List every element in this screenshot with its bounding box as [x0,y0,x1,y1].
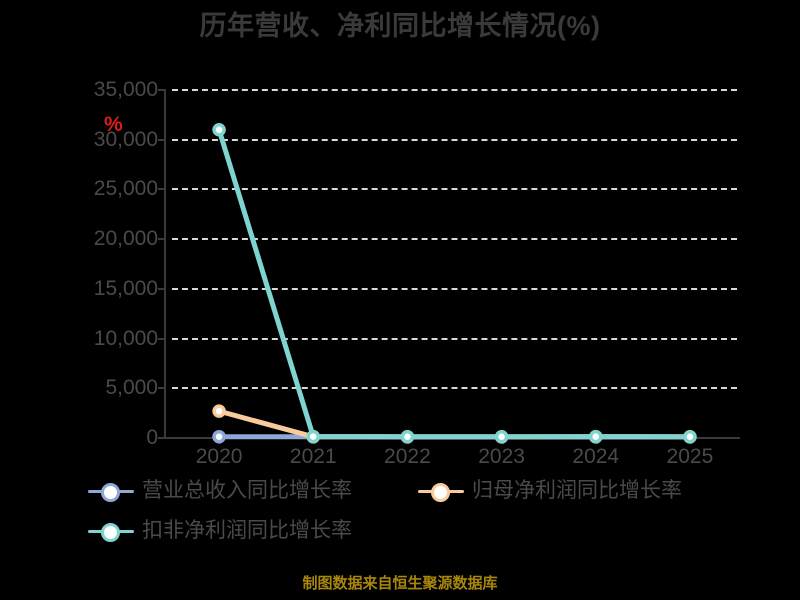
legend-item[interactable]: 扣非净利润同比增长率 [88,517,352,545]
y-tick-label: 25,000 [93,177,158,201]
x-tick-label: 2024 [572,445,620,468]
chart-title: 历年营收、净利同比增长情况(%) [199,11,601,41]
data-point-marker[interactable] [494,430,509,444]
y-tick-label: 30,000 [93,127,158,151]
x-tick-label: 2021 [289,445,337,468]
data-point-marker[interactable] [306,429,320,444]
gridline [172,238,737,241]
gridline [172,337,737,340]
data-point-marker[interactable] [212,429,226,444]
legend-dot [431,483,450,502]
y-axis-unit-label: % [104,113,123,136]
data-point-marker[interactable] [589,429,603,444]
y-tick-mark [158,89,166,91]
y-tick-mark [158,188,166,191]
y-tick-label: 0 [146,426,158,449]
legend-marker-icon [88,479,134,503]
y-tick-mark [158,287,166,290]
x-tick-label: 2020 [195,445,243,468]
x-tick-label: 2025 [666,445,714,468]
y-tick-label: 15,000 [93,276,158,300]
legend-dot [101,523,120,542]
gridline [172,387,737,390]
data-point-marker[interactable] [400,429,415,444]
series-line [216,408,693,440]
plot-area [158,89,740,444]
legend-marker-icon [88,519,134,543]
footer-source-note: 制图数据来自恒生聚源数据库 [302,575,498,592]
data-point-marker[interactable] [212,123,226,137]
data-point-marker[interactable] [212,404,226,418]
y-tick-label: 10,000 [93,326,158,350]
legend-marker-icon [418,479,464,503]
y-tick-mark [158,138,166,141]
series-lines [212,123,697,444]
legend-label: 营业总收入同比增长率 [142,479,352,502]
x-axis-labels: 2020 2021 2022 2023 2024 2025 [172,437,737,471]
legend-item[interactable]: 营业总收入同比增长率 [88,477,352,505]
y-axis-line [164,89,166,437]
y-tick-mark [158,238,166,241]
series-line [216,127,693,440]
data-point-marker[interactable] [683,429,697,444]
legend-item[interactable]: 归母净利润同比增长率 [418,477,682,505]
legend-label: 归母净利润同比增长率 [472,479,682,502]
y-tick-label: 5,000 [105,376,158,400]
gridline [172,89,737,91]
chart-legend: 营业总收入同比增长率 归母净利润同比增长率扣非净利润同比增长率 [88,477,768,557]
gridline [172,188,737,191]
gridline [172,287,737,290]
y-axis-labels: 0 5,000 10,000 15,000 20,000 25,000 30,000 35,0… [0,79,158,448]
x-tick-label: 2022 [384,445,431,468]
x-tick-label: 2023 [478,445,525,468]
y-tick-mark [158,337,166,340]
legend-dot [101,483,120,502]
y-tick-mark [158,387,166,390]
gridline [172,138,737,141]
y-tick-label: 35,000 [93,78,158,101]
legend-label: 扣非净利润同比增长率 [142,519,352,542]
y-tick-label: 20,000 [93,227,158,251]
y-tick-mark [158,437,166,439]
